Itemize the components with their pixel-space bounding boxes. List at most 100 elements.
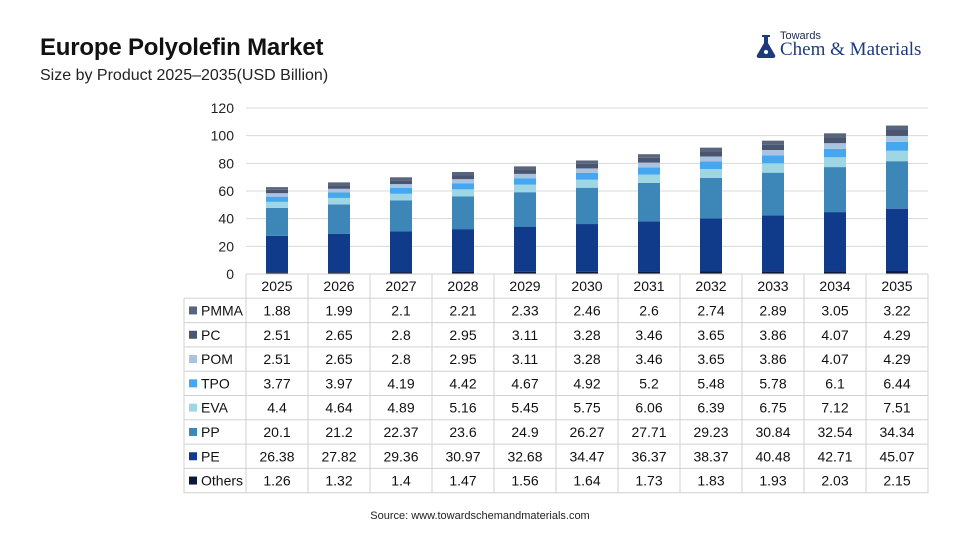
bar-segment — [576, 163, 598, 169]
table-cell-value: 4.42 — [449, 375, 476, 391]
table-cell-value: 3.97 — [325, 375, 352, 391]
legend-label: PMMA — [201, 302, 244, 318]
table-cell-value: 3.22 — [883, 302, 910, 318]
table-cell-value: 3.86 — [759, 327, 786, 343]
table-cell-value: 3.11 — [512, 351, 538, 367]
table-cell-value: 27.71 — [631, 424, 666, 440]
logo-brand: Chem & Materials — [780, 39, 921, 61]
bar-segment — [638, 157, 660, 163]
table-cell-value: 2.8 — [391, 327, 411, 343]
bar-segment — [452, 179, 474, 184]
bar-segment — [886, 141, 908, 151]
table-cell-value: 3.05 — [821, 302, 848, 318]
bar-segment — [514, 166, 536, 170]
bar-segment — [762, 163, 784, 173]
legend-swatch — [189, 379, 197, 388]
bar-segment — [824, 167, 846, 213]
table-cell-value: 2.89 — [759, 302, 786, 318]
bar-segment — [452, 172, 474, 176]
bar-segment — [514, 169, 536, 174]
bar-segment — [638, 174, 660, 183]
table-cell-value: 2.65 — [325, 351, 352, 367]
bar-segment — [390, 200, 412, 232]
table-cell-value: 42.71 — [817, 448, 852, 464]
bar-segment — [824, 271, 846, 274]
table-cell-value: 3.46 — [635, 351, 662, 367]
bar-segment — [886, 125, 908, 131]
bar-segment — [824, 133, 846, 138]
y-tick-label: 100 — [211, 128, 235, 144]
bar-segment — [700, 147, 722, 152]
legend-swatch — [189, 403, 197, 412]
bar-segment — [576, 172, 598, 180]
bar-segment — [452, 229, 474, 272]
bar-segment — [576, 179, 598, 188]
bar-segment — [886, 208, 908, 272]
table-cell-value: 2.74 — [697, 302, 724, 318]
table-cell-value: 4.89 — [387, 400, 414, 416]
bar-segment — [762, 149, 784, 156]
table-cell-value: 29.23 — [693, 424, 728, 440]
bar-segment — [328, 272, 350, 274]
legend-swatch — [189, 306, 197, 315]
table-cell-value: 6.44 — [883, 375, 910, 391]
bar-segment — [886, 271, 908, 274]
table-cell-value: 2.51 — [263, 327, 290, 343]
bar-segment — [762, 271, 784, 274]
bar-segment — [700, 151, 722, 157]
bar-segment — [514, 178, 536, 185]
bar-segment — [452, 183, 474, 190]
bar-segment — [762, 215, 784, 272]
bar-segment — [266, 187, 288, 190]
table-cell-value: 45.07 — [879, 448, 914, 464]
bar-segment — [638, 167, 660, 175]
x-tick-label: 2029 — [509, 278, 540, 294]
table-cell-value: 7.12 — [821, 400, 848, 416]
legend-label: POM — [201, 351, 233, 367]
table-cell-value: 2.15 — [883, 473, 910, 489]
bar-segment — [266, 235, 288, 273]
table-cell-value: 4.07 — [821, 351, 848, 367]
table-cell-value: 6.75 — [759, 400, 786, 416]
bar-segment — [762, 155, 784, 164]
bar-segment — [700, 218, 722, 272]
table-cell-value: 2.95 — [449, 327, 476, 343]
table-cell-value: 4.19 — [387, 375, 414, 391]
table-cell-value: 2.51 — [263, 351, 290, 367]
table-cell-value: 30.84 — [755, 424, 790, 440]
bar-segment — [576, 187, 598, 225]
table-cell-value: 2.65 — [325, 327, 352, 343]
legend-label: Others — [201, 473, 243, 489]
table-cell-value: 1.56 — [511, 473, 538, 489]
bar-segment — [762, 144, 784, 150]
legend-swatch — [189, 476, 197, 485]
table-cell-value: 4.29 — [883, 351, 910, 367]
bar-segment — [266, 207, 288, 236]
bar-segment — [638, 221, 660, 272]
bar-segment — [638, 182, 660, 222]
y-tick-label: 60 — [218, 183, 234, 199]
bar-segment — [328, 233, 350, 273]
table-cell-value: 2.8 — [391, 351, 411, 367]
bar-segment — [390, 193, 412, 201]
x-tick-label: 2034 — [819, 278, 850, 294]
table-cell-value: 32.68 — [507, 448, 542, 464]
table-cell-value: 3.46 — [635, 327, 662, 343]
table-cell-value: 5.78 — [759, 375, 786, 391]
table-cell-value: 29.36 — [383, 448, 418, 464]
table-cell-value: 24.9 — [511, 424, 538, 440]
bar-segment — [824, 212, 846, 272]
table-cell-value: 4.29 — [883, 327, 910, 343]
table-cell-value: 38.37 — [693, 448, 728, 464]
table-cell-value: 27.82 — [321, 448, 356, 464]
legend-swatch — [189, 427, 197, 436]
legend-label: PC — [201, 327, 220, 343]
bar-segment — [824, 157, 846, 168]
bar-segment — [886, 135, 908, 142]
bar-segment — [576, 160, 598, 164]
x-tick-label: 2028 — [447, 278, 478, 294]
table-cell-value: 3.28 — [573, 327, 600, 343]
bar-segment — [328, 185, 350, 189]
table-cell-value: 23.6 — [449, 424, 476, 440]
